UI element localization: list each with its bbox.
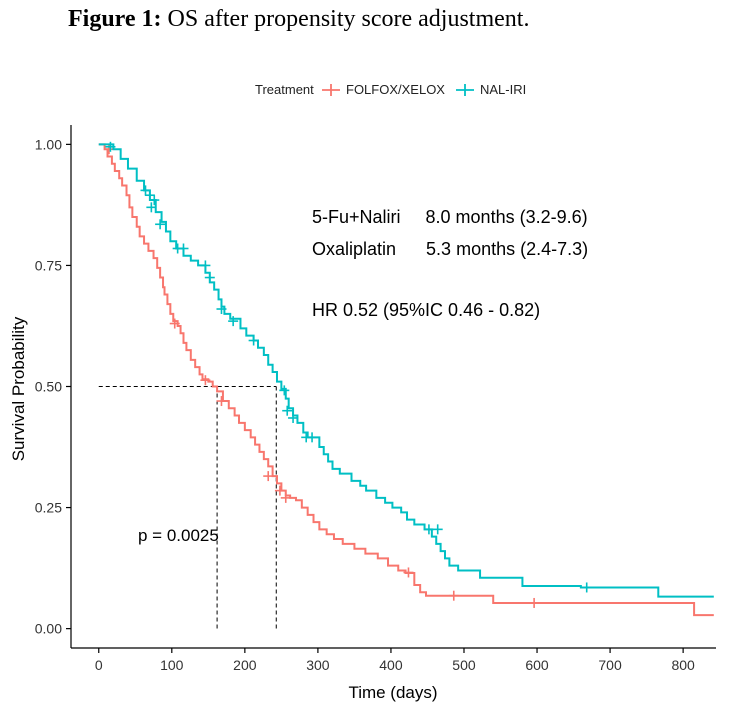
censor-mark-nal-iri (146, 202, 157, 213)
y-tick-label: 0.25 (35, 500, 62, 516)
censor-mark-nal-iri (307, 432, 318, 443)
x-tick-label: 300 (306, 657, 330, 673)
figure-label: Figure 1: (68, 6, 162, 32)
annotation-nal-iri-median: 5-Fu+Naliri 8.0 months (3.2-9.6) (312, 207, 588, 227)
y-tick-label: 0.00 (35, 621, 62, 637)
censor-mark-nal-iri (149, 195, 160, 206)
legend-title: Treatment (255, 82, 314, 97)
censor-mark-folfox-xelox (274, 485, 285, 496)
censor-mark-folfox-xelox (103, 144, 114, 155)
censor-mark-nal-iri (178, 243, 189, 254)
censor-mark-nal-iri (105, 141, 116, 152)
censor-mark-nal-iri (248, 335, 259, 346)
y-tick-label: 1.00 (35, 136, 62, 152)
censor-mark-nal-iri (279, 385, 290, 396)
censor-mark-folfox-xelox (448, 590, 459, 601)
x-tick-label: 800 (671, 657, 695, 673)
x-tick-label: 700 (598, 657, 622, 673)
figure-title: Figure 1: OS after propensity score adju… (68, 6, 529, 33)
censor-mark-nal-iri (200, 260, 211, 271)
censor-mark-folfox-xelox (263, 471, 274, 482)
censor-mark-nal-iri (140, 185, 151, 196)
y-axis-ticks: 0.00 0.25 0.50 0.75 1.00 (35, 136, 71, 637)
legend: Treatment FOLFOX/XELOX NAL-IRI (255, 82, 526, 97)
legend-label-nal-iri: NAL-IRI (480, 82, 526, 97)
censor-mark-nal-iri (581, 582, 592, 593)
x-tick-label: 100 (160, 657, 184, 673)
x-tick-label: 600 (525, 657, 549, 673)
x-tick-label: 500 (452, 657, 476, 673)
censor-mark-nal-iri (204, 272, 215, 283)
y-axis-label: Survival Probability (9, 316, 28, 461)
censor-mark-nal-iri (155, 219, 166, 230)
censor-mark-nal-iri (216, 304, 227, 315)
annotation-oxaliplatin-median: Oxaliplatin 5.3 months (2.4-7.3) (312, 239, 588, 259)
median-reference-lines (98, 386, 277, 629)
x-tick-label: 400 (379, 657, 403, 673)
figure-caption: OS after propensity score adjustment. (167, 6, 530, 32)
annotation-p-value: p = 0.0025 (138, 526, 219, 545)
x-tick-label: 0 (95, 657, 103, 673)
x-axis-ticks: 0 100 200 300 400 500 600 700 800 (95, 648, 695, 673)
censor-mark-nal-iri (423, 524, 434, 535)
censor-mark-nal-iri (228, 316, 239, 327)
censor-mark-folfox-xelox (216, 396, 227, 407)
x-axis-label: Time (days) (348, 683, 437, 702)
censor-mark-folfox-xelox (169, 318, 180, 329)
annotation-hazard-ratio: HR 0.52 (95%IC 0.46 - 0.82) (312, 300, 540, 320)
censor-mark-folfox-xelox (529, 597, 540, 608)
censor-mark-nal-iri (288, 412, 299, 423)
y-tick-label: 0.75 (35, 257, 62, 273)
censor-mark-nal-iri (282, 405, 293, 416)
censor-mark-nal-iri (432, 524, 443, 535)
censor-mark-folfox-xelox (280, 492, 291, 503)
y-tick-label: 0.50 (35, 379, 62, 395)
legend-label-folfox: FOLFOX/XELOX (346, 82, 445, 97)
censor-mark-folfox-xelox (403, 567, 414, 578)
censor-mark-nal-iri (144, 190, 155, 201)
x-tick-label: 200 (233, 657, 257, 673)
censor-mark-folfox-xelox (200, 375, 211, 386)
survival-curves (98, 141, 714, 617)
